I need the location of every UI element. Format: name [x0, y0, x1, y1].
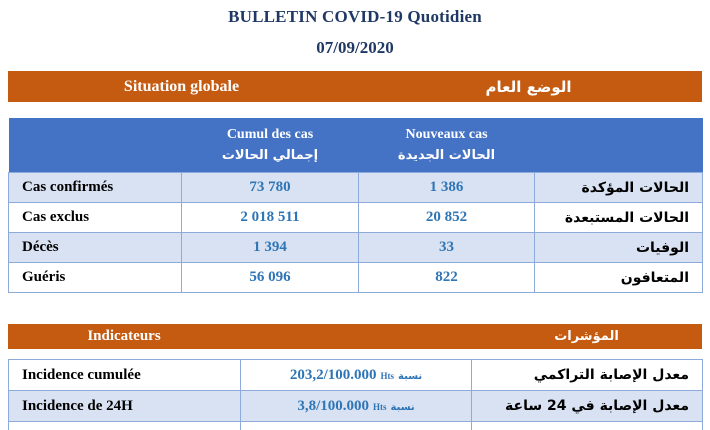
header-cell-nouveaux: Nouveaux cas الحالات الجديدة [358, 118, 535, 173]
indicator-value-number: 3,8/100.000 [297, 398, 370, 414]
row-label-fr: Guéris [8, 262, 182, 293]
row-label-fr: Cas exclus [8, 202, 182, 233]
column-header-cumul-fr: Cumul des cas [226, 127, 314, 142]
row-label-ar: معدل الإصابة التراكمي [471, 359, 703, 391]
cumul-value: 1 394 [181, 232, 359, 263]
column-header-nouveaux-ar: الحالات الجديدة [397, 148, 496, 163]
page-title: BULLETIN COVID-19 Quotidien [228, 7, 482, 26]
global-situation-table: Cumul des cas إجمالي الحالات Nouveaux ca… [8, 118, 703, 293]
indicator-value: 203,2/100.000 Hts نسبة [240, 359, 472, 391]
row-label-ar: الحالات المستبعدة [534, 202, 703, 233]
table-row-excluded: Cas exclus 2 018 511 20 852 الحالات المس… [8, 202, 703, 233]
section-title-ar: المؤشرات [554, 329, 619, 344]
cumul-value: 73 780 [181, 172, 359, 203]
section-title-fr: Situation globale [123, 77, 240, 95]
table-row-confirmed: Cas confirmés 73 780 1 386 الحالات المؤك… [8, 172, 703, 203]
row-label-ar: الحالات المؤكدة [534, 172, 703, 203]
row-label-ar: الوفيات [534, 232, 703, 263]
nouveaux-value: 33 [358, 232, 535, 263]
column-header-nouveaux-fr: Nouveaux cas [405, 127, 488, 142]
section-title-ar: الوضع العام [485, 77, 572, 96]
row-label-fr: Incidence cumulée [8, 359, 241, 391]
cumul-value: 56 096 [181, 262, 359, 293]
column-header-cumul-ar: إجمالي الحالات [221, 148, 319, 163]
bulletin-date: 07/09/2020 [316, 38, 394, 57]
header-cell-empty-right [534, 118, 703, 173]
section-header-global: Situation globale الوضع العام [8, 71, 702, 102]
nouveaux-value: 822 [358, 262, 535, 293]
row-label-ar: معدل الإصابة في 24 ساعة [471, 390, 703, 422]
indicator-value-unit-ar: نسبة [390, 402, 415, 413]
section-title-fr: Indicateurs [87, 328, 161, 344]
cutoff-cell [471, 421, 703, 430]
row-label-fr: Incidence de 24H [8, 390, 241, 422]
nouveaux-value: 1 386 [358, 172, 535, 203]
table-header-row: Cumul des cas إجمالي الحالات Nouveaux ca… [8, 118, 703, 173]
indicator-value: 3,8/100.000 Hts نسبة [240, 390, 472, 422]
row-label-fr: Cas confirmés [8, 172, 182, 203]
indicators-table: Incidence cumulée 203,2/100.000 Hts نسبة… [8, 359, 703, 430]
table-row-deaths: Décès 1 394 33 الوفيات [8, 232, 703, 263]
table-row-incidence-cumulative: Incidence cumulée 203,2/100.000 Hts نسبة… [8, 359, 703, 391]
row-label-fr: Décès [8, 232, 182, 263]
indicator-value-number: 203,2/100.000 [289, 367, 377, 383]
indicator-value-unit: Hts [380, 371, 395, 381]
indicator-value-unit-ar: نسبة [398, 371, 423, 382]
cutoff-cell [240, 421, 472, 430]
table-row-incidence-24h: Incidence de 24H 3,8/100.000 Hts نسبة مع… [8, 390, 703, 422]
header-cell-empty-left [8, 118, 182, 173]
nouveaux-value: 20 852 [358, 202, 535, 233]
cutoff-cell [8, 421, 241, 430]
cumul-value: 2 018 511 [181, 202, 359, 233]
indicator-value-unit: Hts [373, 402, 387, 412]
table-row-recovered: Guéris 56 096 822 المتعافون [8, 262, 703, 293]
table-row-cutoff [8, 421, 703, 430]
section-header-indicators: Indicateurs المؤشرات [8, 324, 702, 349]
row-label-ar: المتعافون [534, 262, 703, 293]
header-cell-cumul: Cumul des cas إجمالي الحالات [181, 118, 359, 173]
